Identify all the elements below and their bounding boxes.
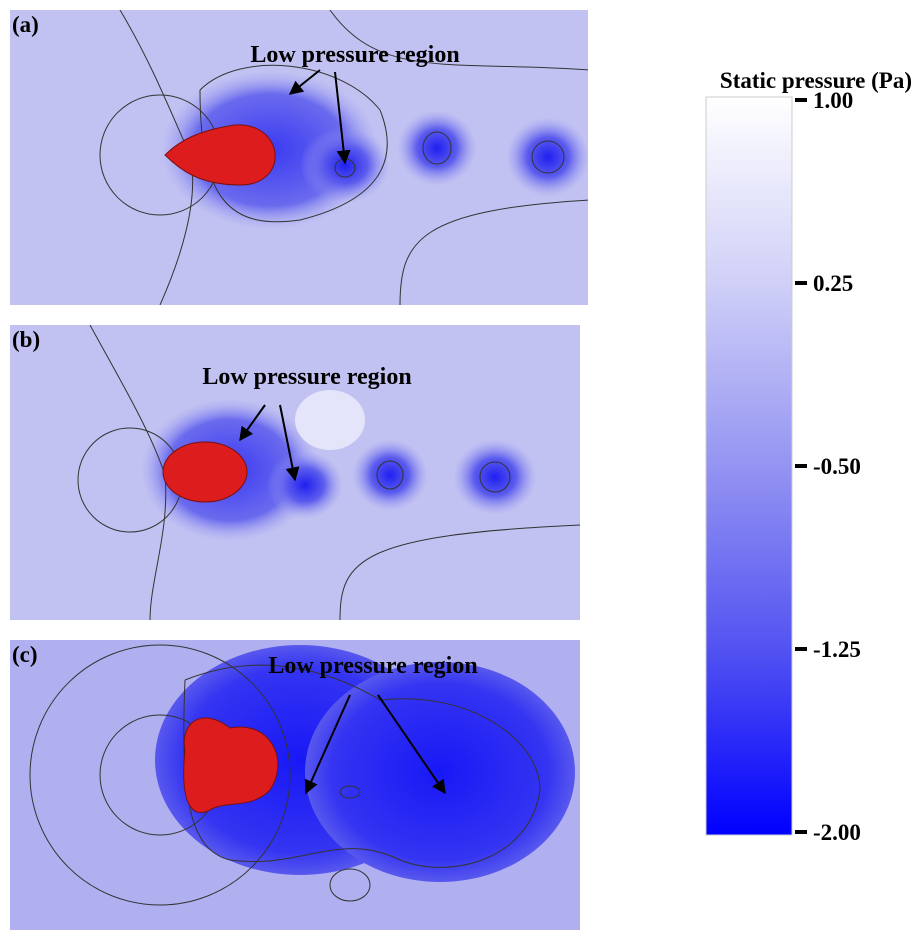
panel-label: (a) [12, 12, 39, 37]
annotation: Low pressure region [250, 42, 459, 68]
figure: (a) Low pressure region (b) Low pressure… [0, 0, 918, 935]
tick-label: -1.25 [813, 637, 861, 662]
annotation: Low pressure region [268, 653, 477, 679]
tick-label: -2.00 [813, 820, 861, 845]
annotation: Low pressure region [202, 364, 411, 390]
tick-label: 1.00 [813, 88, 853, 113]
colorbar [706, 97, 792, 835]
panel-c [10, 640, 580, 930]
panel-label: (c) [12, 642, 38, 667]
tick-label: -0.50 [813, 454, 861, 479]
panel-label: (b) [12, 327, 40, 352]
tick-label: 0.25 [813, 271, 853, 296]
